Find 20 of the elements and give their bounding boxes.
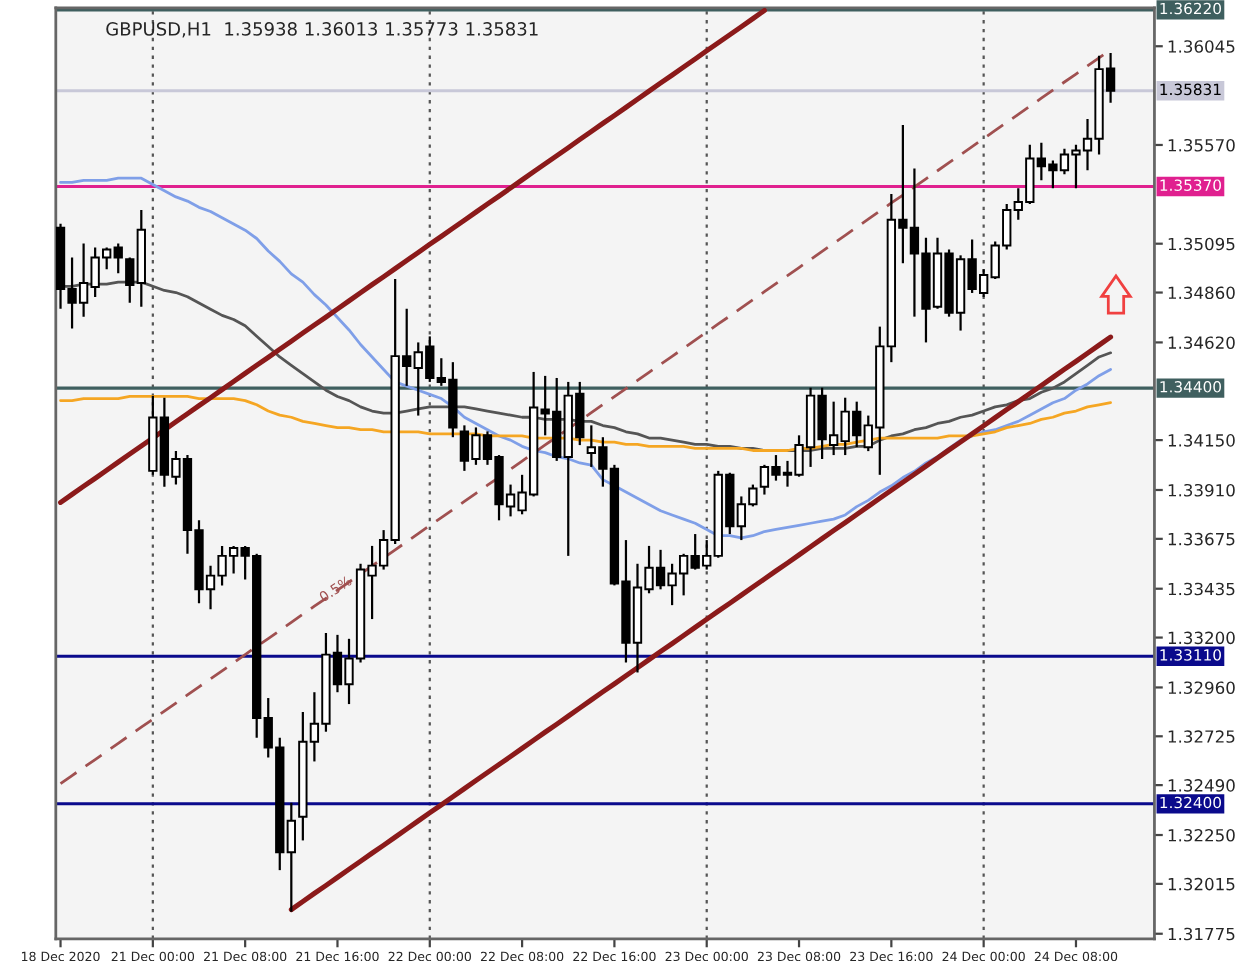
y-tick-label: 1.32490 bbox=[1168, 779, 1235, 792]
y-tick-label: 1.32960 bbox=[1168, 681, 1235, 695]
y-tick-label: 1.34860 bbox=[1168, 286, 1235, 300]
text: GBPUSD,H1 1.35938 1.36013 1.35773 1.35831 bbox=[106, 22, 538, 38]
y-tick-label: 1.35095 bbox=[1168, 237, 1235, 251]
y-tick-label: 1.31775 bbox=[1168, 927, 1235, 941]
line-series bbox=[59, 176, 1112, 540]
y-tick-label: 1.34620 bbox=[1168, 336, 1235, 349]
y-tick-label: 1.33200 bbox=[1168, 631, 1235, 645]
y-tick-label: 1.33910 bbox=[1168, 483, 1235, 497]
y-tick-label: 1.32015 bbox=[1168, 877, 1235, 891]
line-series bbox=[288, 334, 1114, 913]
y-tick-label: 1.35570 bbox=[1168, 138, 1235, 152]
y-tick-label: 1.32250 bbox=[1168, 828, 1235, 842]
line-series bbox=[58, 7, 767, 505]
y-tick-label: 1.36045 bbox=[1168, 40, 1235, 53]
y-tick-label: 1.33435 bbox=[1168, 582, 1235, 596]
y-tick-label: 1.34150 bbox=[1168, 434, 1235, 447]
y-tick-label: 1.32725 bbox=[1168, 730, 1235, 743]
y-tick-label: 1.33675 bbox=[1168, 532, 1235, 546]
